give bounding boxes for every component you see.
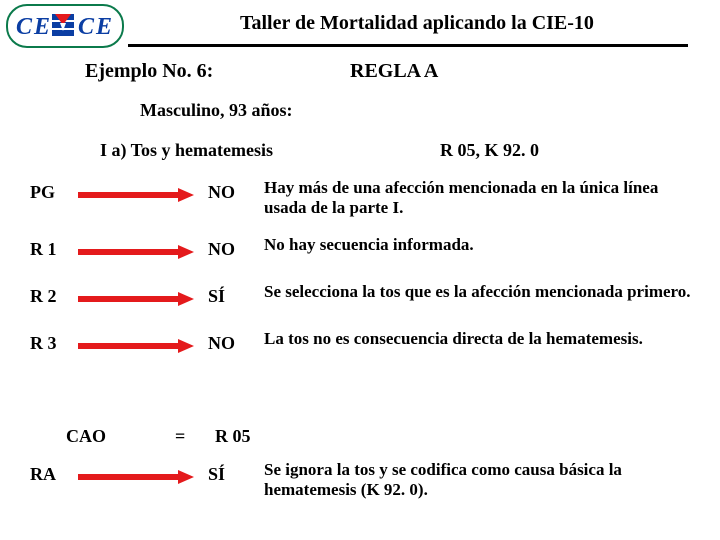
row-explanation: No hay secuencia informada. (264, 235, 710, 255)
row-answer: SÍ (208, 460, 264, 485)
header-rule (128, 44, 688, 47)
row-answer: NO (208, 329, 264, 354)
svg-text:E: E (33, 14, 50, 40)
case-codes: R 05, K 92. 0 (440, 140, 539, 161)
case-description: Masculino, 93 años: (140, 100, 293, 121)
arrow-icon (78, 235, 208, 266)
row-explanation: Hay más de una afección mencionada en la… (264, 178, 710, 219)
row-r1: R 1 NO No hay secuencia informada. (30, 235, 710, 266)
row-label: R 1 (30, 235, 78, 260)
arrow-icon (78, 282, 208, 313)
row-label: R 3 (30, 329, 78, 354)
row-answer: NO (208, 178, 264, 203)
case-line-i-a: I a) Tos y hematemesis (100, 140, 273, 161)
row-explanation: Se selecciona la tos que es la afección … (264, 282, 710, 302)
row-answer: NO (208, 235, 264, 260)
arrow-icon (78, 460, 208, 491)
logo: C E C E (6, 4, 124, 53)
arrow-icon (78, 178, 208, 209)
example-number: Ejemplo No. 6: (85, 60, 213, 83)
row-label: RA (30, 460, 78, 485)
row-ra: RA SÍ Se ignora la tos y se codifica com… (30, 460, 710, 501)
logo-svg: C E C E (6, 4, 124, 48)
svg-text:C: C (78, 14, 95, 40)
row-r2: R 2 SÍ Se selecciona la tos que es la af… (30, 282, 710, 313)
cao-equals: = (175, 426, 185, 447)
cao-value: R 05 (215, 426, 251, 447)
rule-name: REGLA A (350, 60, 438, 83)
row-label: R 2 (30, 282, 78, 307)
arrow-icon (78, 329, 208, 360)
cao-label: CAO (66, 426, 106, 447)
svg-text:E: E (95, 14, 112, 40)
row-label: PG (30, 178, 78, 203)
row-explanation: Se ignora la tos y se codifica como caus… (264, 460, 710, 501)
row-answer: SÍ (208, 282, 264, 307)
header-title: Taller de Mortalidad aplicando la CIE-10 (240, 12, 594, 35)
row-r3: R 3 NO La tos no es consecuencia directa… (30, 329, 710, 360)
row-explanation: La tos no es consecuencia directa de la … (264, 329, 710, 349)
svg-text:C: C (16, 14, 33, 40)
slide: C E C E Taller de Mortalidad aplicando l… (0, 0, 720, 540)
row-pg: PG NO Hay más de una afección mencionada… (30, 178, 710, 219)
rule-rows: PG NO Hay más de una afección mencionada… (30, 178, 710, 376)
